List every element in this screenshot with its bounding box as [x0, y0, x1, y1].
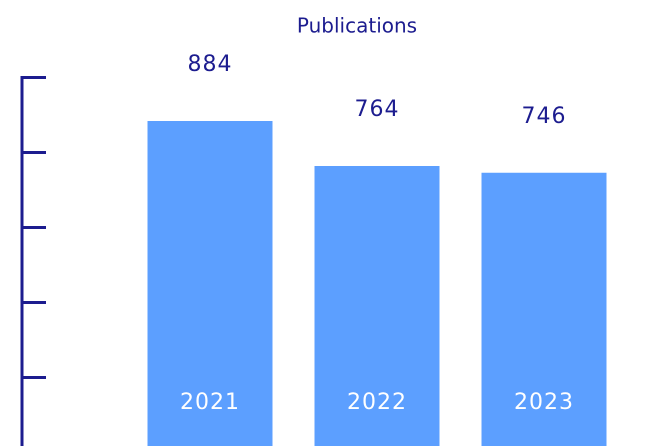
x-tick-label: 2021	[180, 390, 240, 415]
bar	[147, 121, 273, 446]
bar	[481, 172, 607, 446]
value-label: 884	[188, 52, 233, 77]
bar	[314, 166, 440, 446]
value-label: 746	[522, 104, 567, 129]
x-tick-label: 2022	[347, 390, 407, 415]
x-tick-label: 2023	[514, 390, 574, 415]
chart-title: Publications	[297, 14, 417, 38]
value-label: 764	[355, 97, 400, 122]
